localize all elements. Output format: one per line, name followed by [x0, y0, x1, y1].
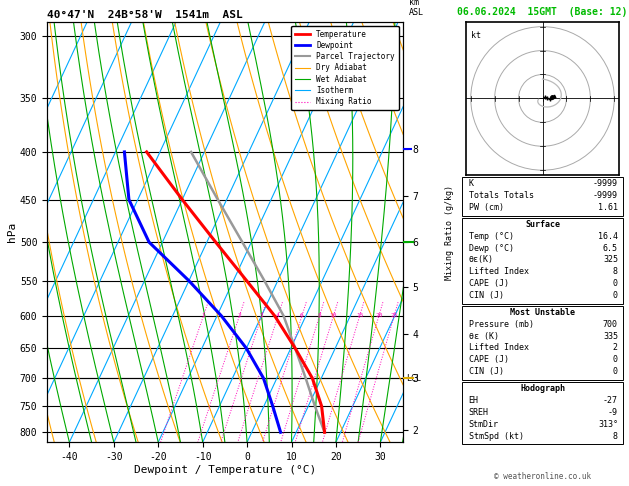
Text: 325: 325: [603, 256, 618, 264]
Text: Pressure (mb): Pressure (mb): [469, 320, 534, 329]
Text: 20: 20: [375, 313, 382, 318]
Text: 0: 0: [613, 355, 618, 364]
Text: Lifted Index: Lifted Index: [469, 267, 529, 276]
Text: CIN (J): CIN (J): [469, 367, 504, 376]
Text: 1: 1: [201, 313, 205, 318]
Text: -9: -9: [608, 408, 618, 417]
Text: K: K: [469, 179, 474, 188]
Text: 0: 0: [613, 291, 618, 300]
Text: EH: EH: [469, 396, 479, 405]
Text: 06.06.2024  15GMT  (Base: 12): 06.06.2024 15GMT (Base: 12): [457, 7, 628, 17]
Bar: [462, 382, 623, 444]
Text: Lifted Index: Lifted Index: [469, 344, 529, 352]
Text: CAPE (J): CAPE (J): [469, 355, 509, 364]
Text: kt: kt: [470, 32, 481, 40]
Text: 700: 700: [603, 320, 618, 329]
Text: 1.61: 1.61: [598, 203, 618, 212]
Text: © weatheronline.co.uk: © weatheronline.co.uk: [494, 472, 591, 481]
Text: Temp (°C): Temp (°C): [469, 232, 514, 241]
Bar: [462, 306, 623, 380]
Text: Dewp (°C): Dewp (°C): [469, 243, 514, 253]
Text: 8: 8: [318, 313, 321, 318]
Text: 4: 4: [276, 313, 280, 318]
Text: θε (K): θε (K): [469, 331, 499, 341]
Text: Totals Totals: Totals Totals: [469, 191, 534, 200]
Text: 313°: 313°: [598, 420, 618, 429]
Text: 0: 0: [613, 279, 618, 288]
Text: CIN (J): CIN (J): [469, 291, 504, 300]
Text: 2: 2: [613, 344, 618, 352]
Text: -27: -27: [603, 396, 618, 405]
Text: 335: 335: [603, 331, 618, 341]
Text: -9999: -9999: [593, 179, 618, 188]
Text: 2: 2: [238, 313, 242, 318]
Text: 25: 25: [391, 313, 398, 318]
Text: 3: 3: [260, 313, 264, 318]
Y-axis label: hPa: hPa: [7, 222, 17, 242]
Text: 0: 0: [613, 367, 618, 376]
Text: CAPE (J): CAPE (J): [469, 279, 509, 288]
Text: StmDir: StmDir: [469, 420, 499, 429]
Text: -9999: -9999: [593, 191, 618, 200]
Text: km
ASL: km ASL: [409, 0, 424, 17]
X-axis label: Dewpoint / Temperature (°C): Dewpoint / Temperature (°C): [134, 465, 316, 475]
Text: Most Unstable: Most Unstable: [510, 308, 575, 317]
Legend: Temperature, Dewpoint, Parcel Trajectory, Dry Adiabat, Wet Adiabat, Isotherm, Mi: Temperature, Dewpoint, Parcel Trajectory…: [291, 26, 399, 110]
Text: 8: 8: [613, 432, 618, 440]
Text: LCL: LCL: [406, 374, 421, 383]
Text: Mixing Ratio (g/kg): Mixing Ratio (g/kg): [445, 185, 454, 279]
Text: SREH: SREH: [469, 408, 489, 417]
Text: 8: 8: [613, 267, 618, 276]
Text: 15: 15: [356, 313, 364, 318]
Text: 6: 6: [300, 313, 304, 318]
Text: Hodograph: Hodograph: [520, 384, 565, 393]
Text: θε(K): θε(K): [469, 256, 494, 264]
Text: PW (cm): PW (cm): [469, 203, 504, 212]
Text: Surface: Surface: [525, 220, 560, 229]
Bar: [462, 218, 623, 304]
Text: 16.4: 16.4: [598, 232, 618, 241]
Bar: [462, 177, 623, 215]
Text: 6.5: 6.5: [603, 243, 618, 253]
Text: 10: 10: [330, 313, 337, 318]
Text: StmSpd (kt): StmSpd (kt): [469, 432, 524, 440]
Text: 40°47'N  24B°58'W  1541m  ASL: 40°47'N 24B°58'W 1541m ASL: [47, 10, 243, 20]
